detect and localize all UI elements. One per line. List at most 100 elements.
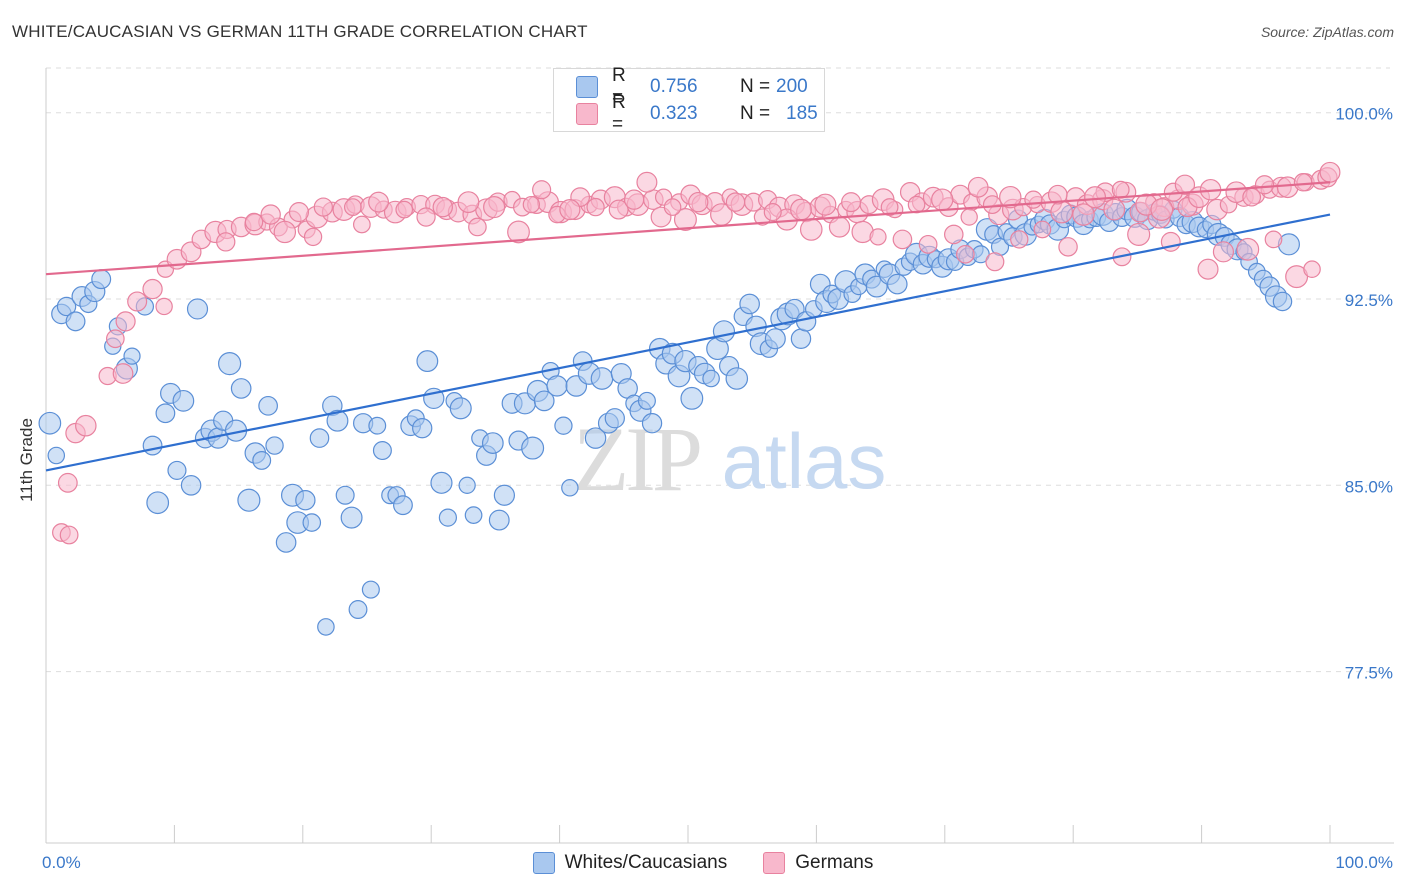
series-whites — [38, 198, 1300, 636]
data-point — [790, 328, 812, 349]
data-point — [430, 471, 453, 494]
data-point — [918, 234, 938, 254]
legend-box: R = 0.756 N = 200 R = 0.323 N = 185 — [553, 65, 825, 135]
data-point — [258, 395, 278, 416]
data-point — [507, 220, 530, 244]
data-point — [559, 198, 581, 221]
data-point — [457, 191, 480, 214]
bottom-legend-whites[interactable]: Whites/Caucasians — [532, 852, 728, 874]
data-point — [763, 203, 782, 222]
data-point — [372, 441, 392, 461]
y-tick-label: 77.5% — [1345, 664, 1393, 683]
data-point — [155, 297, 173, 316]
data-point — [75, 414, 97, 437]
y-axis-label: 11th Grade — [17, 418, 36, 502]
data-point — [943, 224, 964, 245]
data-point — [348, 600, 368, 619]
data-point — [590, 367, 614, 390]
x-tick-label-end: 100.0% — [1335, 853, 1393, 872]
watermark-zip: ZIP — [573, 408, 700, 510]
data-point — [636, 171, 658, 193]
data-point — [1084, 186, 1107, 209]
data-points — [38, 161, 1341, 636]
trend-line-whites — [45, 213, 1331, 472]
chart-source: Source: ZipAtlas.com — [1260, 24, 1394, 40]
data-point — [115, 311, 136, 332]
data-point — [1236, 237, 1260, 261]
data-point — [218, 351, 242, 376]
data-point — [967, 176, 989, 198]
data-point — [57, 472, 78, 493]
data-point — [56, 296, 77, 317]
data-point — [799, 218, 823, 241]
legend-row-whites: R = 0.756 N = 200 — [576, 65, 808, 108]
data-point — [764, 328, 786, 350]
legend-swatch-whites — [576, 76, 598, 98]
data-point — [608, 199, 629, 220]
bottom-legend-label-whites: Whites/Caucasians — [564, 852, 728, 873]
data-point — [303, 227, 323, 247]
data-point — [326, 409, 349, 432]
data-point — [273, 220, 297, 244]
data-point — [167, 460, 187, 480]
data-point — [416, 207, 436, 227]
bottom-legend-swatch-germans — [763, 852, 786, 874]
data-point — [468, 217, 487, 237]
data-point — [841, 192, 862, 213]
data-point — [521, 436, 545, 460]
y-tick-label: 85.0% — [1345, 477, 1393, 496]
data-point — [814, 193, 837, 216]
data-point — [127, 291, 148, 312]
data-point — [368, 191, 390, 213]
data-point — [216, 232, 236, 252]
data-point — [1197, 258, 1219, 280]
data-point — [1150, 198, 1174, 221]
data-point — [260, 204, 281, 225]
bottom-legend-swatch-whites — [532, 852, 555, 874]
gridlines — [46, 67, 1390, 673]
data-point — [343, 198, 362, 216]
data-point — [38, 411, 62, 435]
data-point — [142, 278, 163, 300]
data-point — [892, 229, 913, 250]
data-point — [123, 347, 141, 365]
legend-n-value-whites: 200 — [776, 76, 808, 97]
series-germans — [52, 161, 1341, 545]
data-point — [712, 320, 736, 343]
bottom-legend: Whites/Caucasians Germans — [0, 852, 1406, 874]
legend-n-label: N = — [740, 103, 771, 124]
data-point — [244, 212, 264, 232]
data-point — [481, 432, 504, 454]
data-point — [739, 293, 760, 315]
data-point — [252, 451, 272, 470]
data-point — [982, 195, 1002, 215]
data-point — [449, 397, 472, 420]
data-point — [340, 506, 363, 529]
data-point — [886, 273, 908, 295]
data-point — [172, 389, 195, 412]
legend-r-value-germans: 0.323 — [650, 103, 698, 124]
trend-line-germans — [45, 181, 1331, 276]
trend-lines — [45, 181, 1331, 472]
data-point — [416, 350, 439, 373]
data-point — [637, 391, 656, 410]
data-point — [1303, 260, 1321, 278]
data-point — [288, 202, 310, 223]
data-point — [956, 244, 975, 264]
legend-r-value-whites: 0.756 — [650, 76, 698, 97]
bottom-legend-germans[interactable]: Germans — [763, 852, 873, 874]
data-point — [237, 488, 261, 512]
data-point — [1072, 203, 1095, 226]
data-point — [47, 446, 66, 465]
data-point — [275, 532, 297, 553]
data-point — [59, 525, 79, 545]
data-point — [317, 618, 335, 636]
data-point — [828, 216, 851, 238]
data-point — [532, 180, 552, 200]
data-point — [112, 363, 134, 384]
chart-title: WHITE/CAUCASIAN VS GERMAN 11TH GRADE COR… — [12, 22, 588, 41]
data-point — [1111, 180, 1130, 199]
data-point — [725, 367, 749, 390]
data-point — [999, 185, 1022, 209]
